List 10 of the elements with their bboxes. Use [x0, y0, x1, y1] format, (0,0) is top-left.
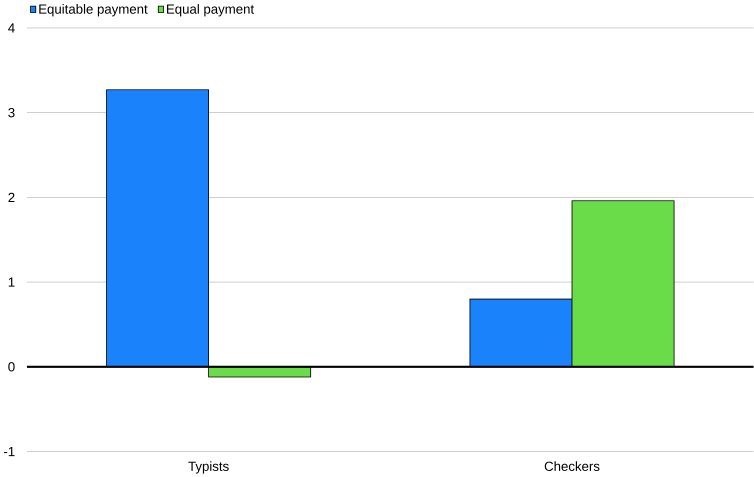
x-tick-label: Checkers — [544, 461, 600, 471]
y-tick-label: 2 — [8, 192, 14, 202]
y-tick-label: 0 — [8, 362, 15, 372]
y-tick-label: 4 — [8, 23, 15, 32]
y-tick-label: 1 — [8, 278, 15, 287]
legend-label: Equitable payment — [39, 4, 148, 16]
legend-label: Equal payment — [167, 4, 254, 16]
y-tick-label: -1 — [4, 447, 15, 456]
x-tick-label: Typists — [188, 461, 229, 474]
y-tick-label: 3 — [8, 108, 15, 118]
